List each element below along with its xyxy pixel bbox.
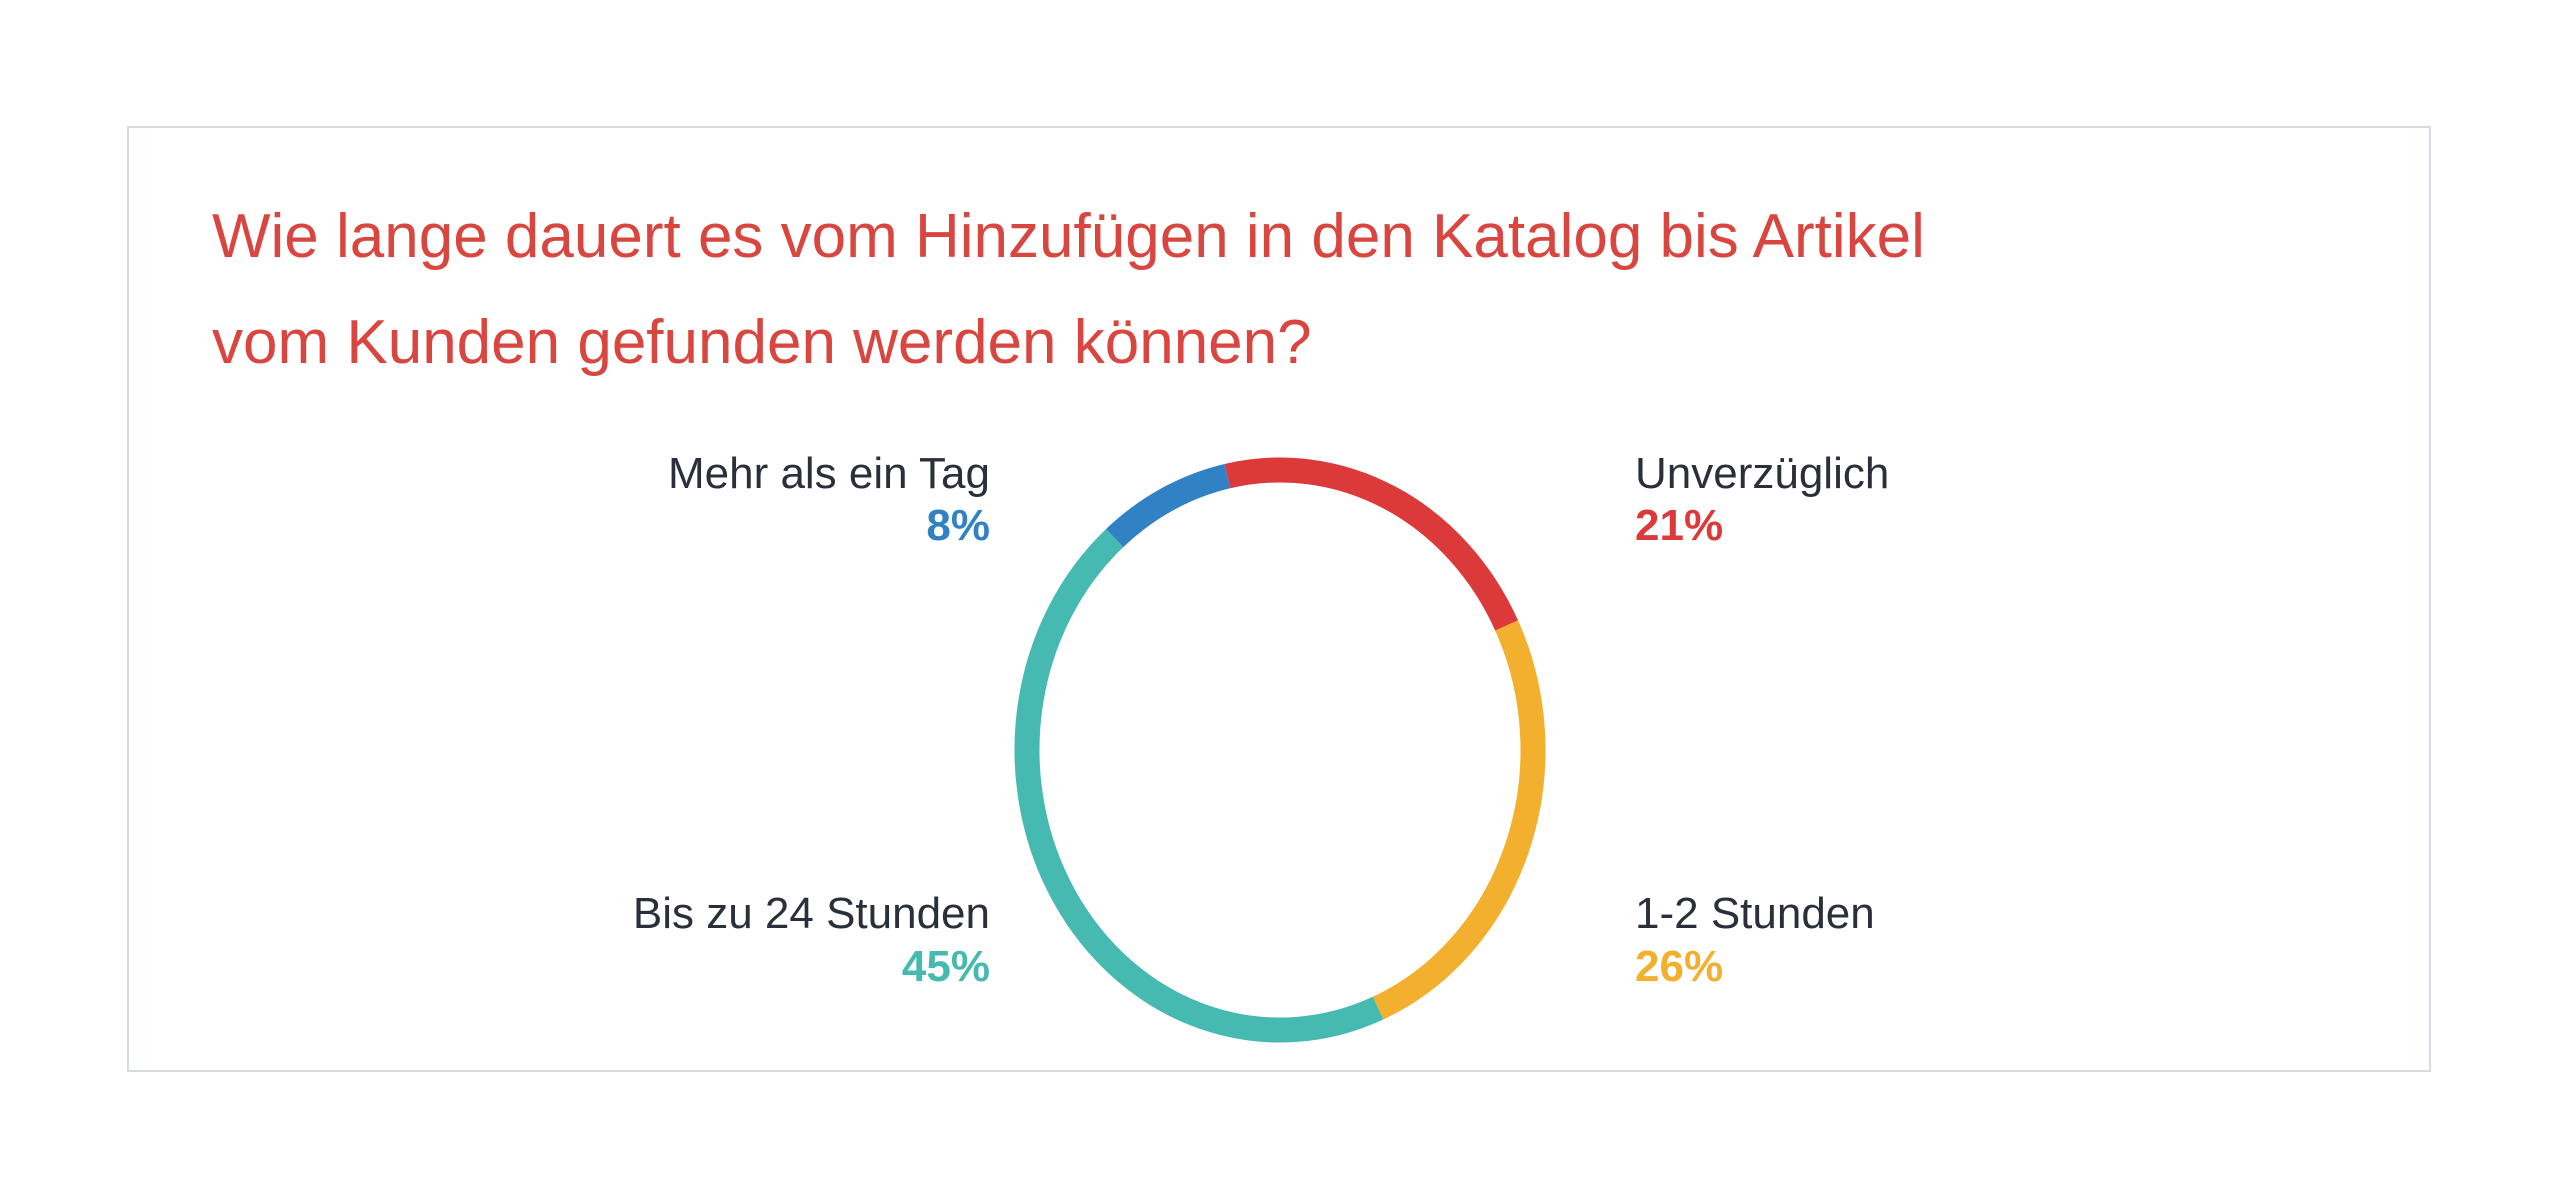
chart-title-line-1: Wie lange dauert es vom Hinzufügen in de… [212, 202, 1925, 271]
label-unverzueglich: Unverzüglich [1635, 449, 1890, 498]
chart-card [127, 126, 2431, 1072]
value-label-bis-zu-24-stunden: 45% [901, 942, 990, 991]
value-label-1-2-stunden: 26% [1635, 942, 1724, 991]
chart-title-line-2: vom Kunden gefunden werden können? [212, 308, 1312, 377]
donut-slice-mehr-als-ein-tag [1106, 463, 1231, 548]
value-label-mehr-als-ein-tag: 8% [926, 501, 990, 550]
value-label-unverzueglich: 21% [1635, 501, 1724, 550]
label-1-2-stunden: 1-2 Stunden [1635, 889, 1875, 938]
donut-slice-bis-zu-24-stunden [1014, 529, 1384, 1043]
donut-slice-1-2-stunden [1372, 620, 1546, 1020]
label-bis-zu-24-stunden: Bis zu 24 Stunden [632, 889, 990, 938]
donut-slice-unverz-glich [1224, 457, 1519, 631]
label-mehr-als-ein-tag: Mehr als ein Tag [667, 449, 990, 498]
